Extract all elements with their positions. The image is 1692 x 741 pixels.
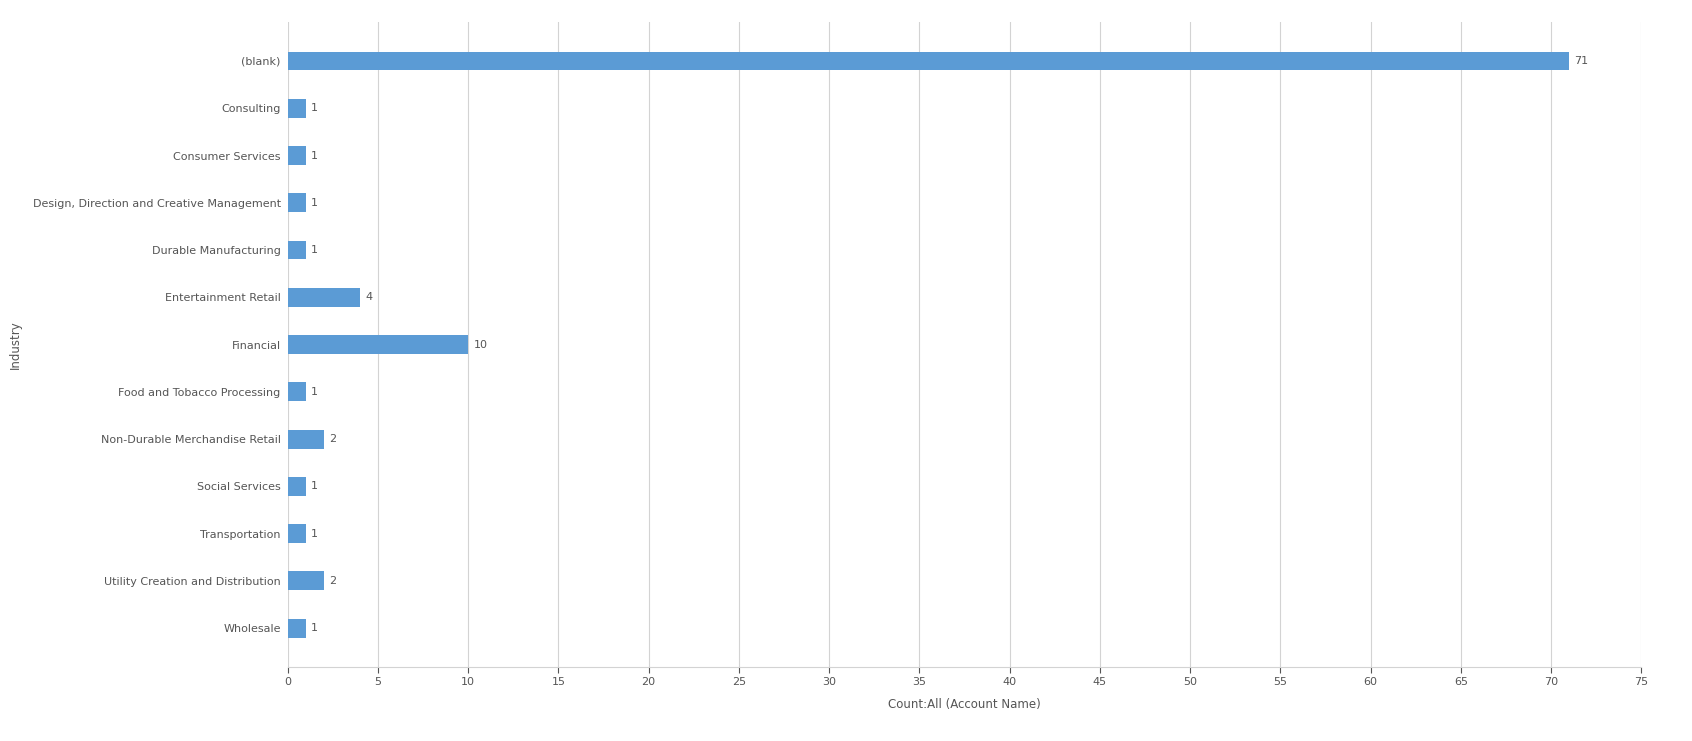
Text: 4: 4 — [365, 292, 372, 302]
Text: 1: 1 — [311, 623, 318, 633]
Bar — [288, 619, 306, 637]
Bar — [288, 477, 306, 496]
Bar — [288, 193, 306, 212]
Bar — [288, 99, 306, 118]
Bar — [288, 335, 469, 354]
Bar — [288, 430, 323, 448]
Y-axis label: Industry: Industry — [8, 320, 22, 369]
Bar — [288, 382, 306, 402]
Text: 1: 1 — [311, 387, 318, 397]
Bar — [288, 146, 306, 165]
Text: 1: 1 — [311, 103, 318, 113]
X-axis label: Count:All (Account Name): Count:All (Account Name) — [888, 699, 1041, 711]
Text: 10: 10 — [474, 339, 487, 350]
Text: 1: 1 — [311, 150, 318, 161]
Text: 1: 1 — [311, 198, 318, 207]
Text: 1: 1 — [311, 528, 318, 539]
Text: 1: 1 — [311, 245, 318, 255]
Text: 71: 71 — [1575, 56, 1589, 66]
Text: 1: 1 — [311, 482, 318, 491]
Bar — [288, 241, 306, 259]
Bar — [288, 524, 306, 543]
Text: 2: 2 — [330, 576, 337, 586]
Bar — [288, 571, 323, 591]
Text: 2: 2 — [330, 434, 337, 444]
Bar — [288, 288, 360, 307]
Bar — [288, 52, 1568, 70]
